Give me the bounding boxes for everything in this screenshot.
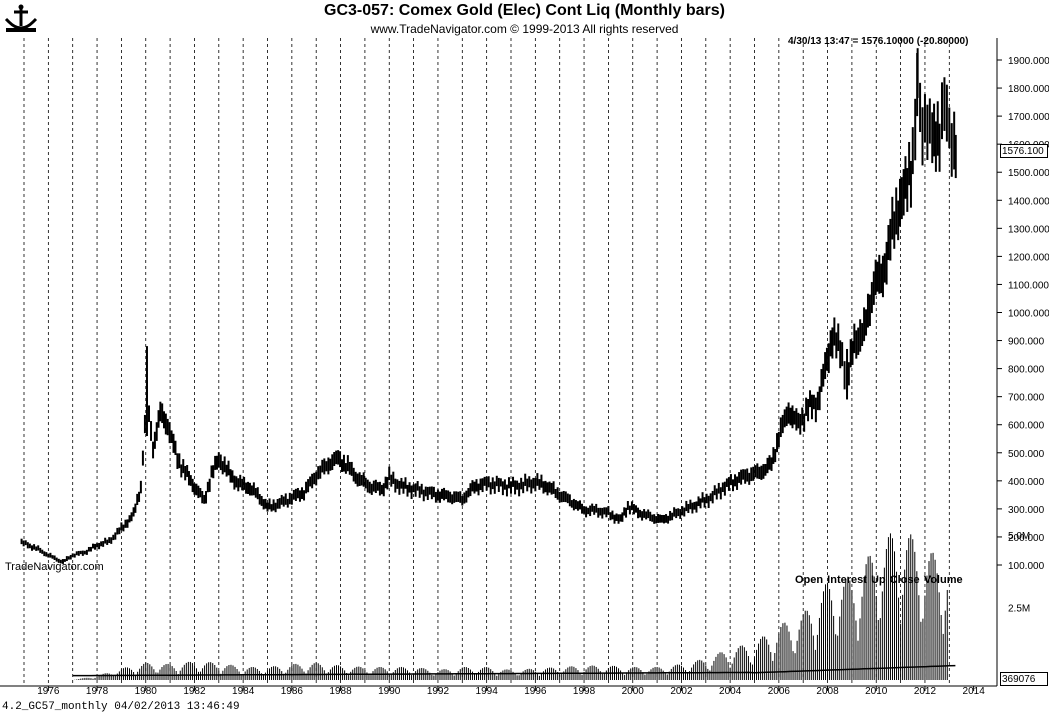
y-tick-label: 1200.000 [1008, 252, 1049, 263]
volume-tick-label: 5.0M [1008, 531, 1030, 542]
volume-legend: Open Interest Up Close Volume [795, 574, 963, 586]
volume-bars [72, 533, 956, 680]
y-tick-label: 900.000 [1008, 337, 1045, 348]
chart-title: GC3-057: Comex Gold (Elec) Cont Liq (Mon… [324, 2, 725, 19]
x-tick-label: 2012 [914, 686, 937, 697]
x-tick-label: 1994 [476, 686, 499, 697]
price-bars [20, 48, 957, 564]
y-tick-label: 1100.000 [1008, 280, 1049, 291]
y-tick-label: 400.000 [1008, 477, 1045, 488]
open-interest-label: 369076 [1000, 672, 1048, 686]
tradenavigator-logo-icon [4, 4, 38, 32]
y-tick-label: 1400.000 [1008, 196, 1049, 207]
y-tick-label: 1300.000 [1008, 224, 1049, 235]
x-tick-label: 1984 [232, 686, 255, 697]
y-tick-label: 100.000 [1008, 561, 1045, 572]
y-tick-label: 1500.000 [1008, 168, 1049, 179]
x-tick-label: 1996 [524, 686, 547, 697]
footer: 4.2_GC57_monthly 04/02/2013 13:46:49 [2, 701, 240, 713]
volume-tick-label: 2.5M [1008, 604, 1030, 615]
year-gridlines [23, 38, 950, 686]
y-tick-label: 200.000 [1008, 533, 1045, 544]
y-tick-label: 1800.000 [1008, 84, 1049, 95]
x-tick-label: 1992 [427, 686, 450, 697]
y-tick-label: 600.000 [1008, 421, 1045, 432]
y-tick-label: 1900.000 [1008, 56, 1049, 67]
y-tick-label: 1700.000 [1008, 112, 1049, 123]
x-tick-label: 1986 [281, 686, 304, 697]
x-tick-label: 2004 [719, 686, 742, 697]
chart-subtitle: www.TradeNavigator.com © 1999-2013 All r… [370, 22, 679, 36]
last-price-label: 1576.100 [1000, 144, 1048, 158]
x-tick-label: 1976 [37, 686, 60, 697]
x-tick-label: 2002 [670, 686, 693, 697]
x-tick-label: 1982 [183, 686, 206, 697]
x-tick-label: 1980 [135, 686, 158, 697]
open-interest-line [72, 664, 956, 677]
y-tick-label: 700.000 [1008, 393, 1045, 404]
x-tick-label: 1990 [378, 686, 401, 697]
x-tick-label: 2010 [865, 686, 888, 697]
x-tick-label: 1988 [329, 686, 352, 697]
x-tick-label: 2008 [816, 686, 839, 697]
x-tick-label: 2014 [963, 686, 986, 697]
y-tick-label: 800.000 [1008, 365, 1045, 376]
y-tick-label: 500.000 [1008, 449, 1045, 460]
watermark: TradeNavigator.com [5, 561, 104, 573]
last-quote: 4/30/13 13:47 = 1576.10000 (-20.80000) [788, 36, 969, 47]
x-tick-label: 1978 [86, 686, 109, 697]
y-tick-label: 1000.000 [1008, 309, 1049, 320]
x-tick-label: 2000 [622, 686, 645, 697]
x-tick-label: 2006 [768, 686, 791, 697]
x-tick-label: 1998 [573, 686, 596, 697]
axes: 1900.0001800.0001700.0001600.0001500.000… [0, 38, 1049, 697]
y-tick-label: 300.000 [1008, 505, 1045, 516]
